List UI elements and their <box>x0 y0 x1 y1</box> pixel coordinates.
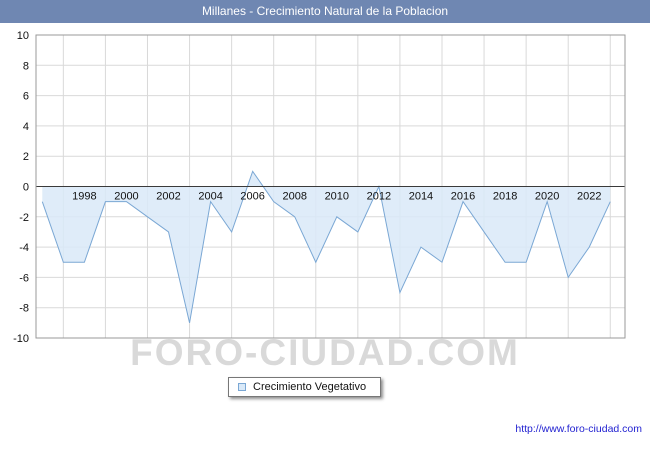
svg-text:1998: 1998 <box>72 191 96 203</box>
svg-text:2: 2 <box>23 151 29 163</box>
chart-title-bar: Millanes - Crecimiento Natural de la Pob… <box>0 0 650 23</box>
svg-text:2000: 2000 <box>114 191 138 203</box>
watermark-text: FORO-CIUDAD.COM <box>130 332 520 373</box>
svg-text:2014: 2014 <box>409 191 433 203</box>
legend-swatch-icon <box>238 383 246 391</box>
plot-border <box>35 34 626 339</box>
svg-text:2018: 2018 <box>493 191 517 203</box>
area-line <box>41 170 611 323</box>
svg-text:-8: -8 <box>19 303 29 315</box>
svg-text:-2: -2 <box>19 212 29 224</box>
svg-text:2006: 2006 <box>240 191 264 203</box>
svg-text:4: 4 <box>23 121 29 133</box>
svg-text:2012: 2012 <box>367 191 391 203</box>
y-axis-labels: 10 8 6 4 2 0 -2 -4 -6 -8 -10 <box>13 30 29 345</box>
svg-text:-10: -10 <box>13 333 29 345</box>
legend-label: Crecimiento Vegetativo <box>253 381 367 393</box>
svg-text:8: 8 <box>23 60 29 72</box>
footer-site-link[interactable]: http://www.foro-ciudad.com <box>515 423 642 435</box>
svg-text:2022: 2022 <box>577 191 601 203</box>
svg-text:0: 0 <box>23 182 29 194</box>
legend-box: Crecimiento Vegetativo <box>228 377 382 397</box>
svg-text:2008: 2008 <box>282 191 306 203</box>
svg-text:2010: 2010 <box>325 191 349 203</box>
svg-text:-6: -6 <box>19 272 29 284</box>
svg-text:-4: -4 <box>19 242 29 254</box>
svg-text:2016: 2016 <box>451 191 475 203</box>
svg-text:2002: 2002 <box>156 191 180 203</box>
x-axis-labels: 1998 2000 2002 2004 2006 2008 2010 2012 2014 2016… <box>72 191 601 203</box>
svg-text:6: 6 <box>23 91 29 103</box>
svg-text:2020: 2020 <box>535 191 559 203</box>
svg-text:2004: 2004 <box>198 191 222 203</box>
svg-text:10: 10 <box>17 30 29 42</box>
